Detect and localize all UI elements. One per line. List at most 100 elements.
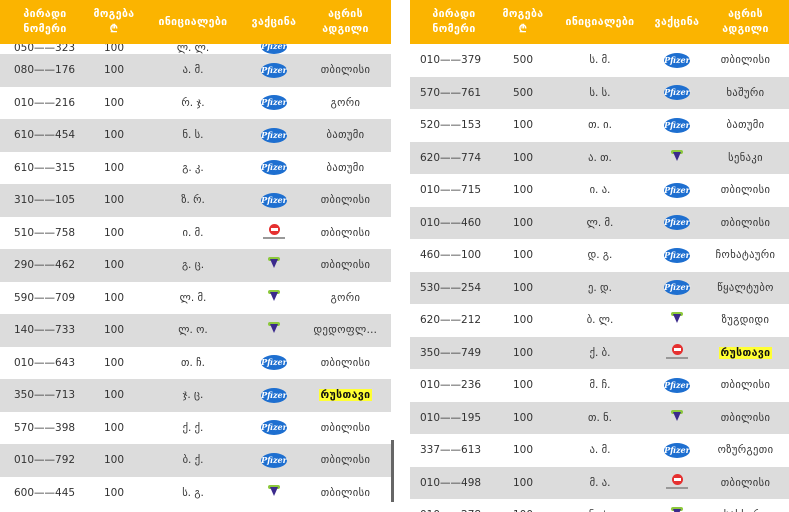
- left-table: პირადი ნომერი მოგება ₾ ინიციალები ვაქცინ…: [0, 0, 391, 502]
- personal-number-cell: 010——643: [14, 356, 76, 369]
- astrazeneca-logo-icon: [264, 255, 284, 275]
- table-row: 010——379 500 ს. მ. Pfizer თბილისი: [410, 44, 789, 77]
- pfizer-logo-icon: Pfizer: [261, 387, 287, 403]
- personal-number-cell: 350——749: [420, 346, 482, 359]
- personal-number-cell: 570——398: [14, 421, 76, 434]
- amount-cell: 100: [103, 259, 125, 272]
- initials-cell: რ. ჯ.: [181, 96, 205, 109]
- city-label: სენაკი: [728, 151, 763, 164]
- astrazeneca-logo-icon: [667, 505, 687, 512]
- personal-number-cell: 620——774: [420, 151, 482, 164]
- city-cell: ბათუმი: [300, 162, 391, 174]
- city-cell: ოზურგეთი: [702, 444, 789, 456]
- header-initials: ინიციალები: [565, 15, 635, 28]
- city-cell: თბილისი: [300, 357, 391, 369]
- vaccine-cell: Pfizer: [652, 280, 702, 296]
- personal-number-cell: 337——613: [420, 444, 482, 457]
- vaccine-cell: [248, 255, 300, 275]
- amount-cell: 100: [498, 509, 548, 512]
- sinopharm-logo-icon: [261, 223, 287, 243]
- sinopharm-logo-icon: [664, 473, 690, 493]
- personal-number-cell: 050——323: [14, 44, 76, 54]
- table-row: 010——792 100 ბ. ქ. Pfizer თბილისი: [0, 444, 391, 477]
- city-cell: თბილისი: [300, 227, 391, 239]
- initials-cell: ა. თ.: [588, 151, 612, 164]
- city-cell: ბათუმი: [702, 119, 789, 131]
- city-label: ზუგდიდი: [721, 314, 770, 327]
- table-row: 510——758 100 ი. მ. თბილისი: [0, 216, 391, 249]
- vaccine-cell: [652, 505, 702, 512]
- city-cell: გორი: [300, 292, 391, 304]
- city-label: ოზურგეთი: [717, 444, 774, 457]
- vaccine-cell: [248, 483, 300, 502]
- table-row: 350——749 100 ქ. ბ. რუსთავი: [410, 336, 789, 369]
- scrollbar[interactable]: [391, 440, 394, 502]
- city-label: გორი: [330, 96, 361, 109]
- city-label: თბილისი: [320, 454, 371, 467]
- personal-number-cell: 460——100: [420, 249, 482, 262]
- initials-cell: მ. ჩ.: [589, 379, 611, 392]
- amount-cell: 100: [512, 249, 534, 262]
- astrazeneca-logo-icon: [667, 148, 687, 168]
- city-label: გორი: [330, 291, 361, 304]
- vaccine-cell: Pfizer: [652, 215, 702, 231]
- amount-cell: 100: [512, 281, 534, 294]
- table-row: 290——462 100 გ. ც. თბილისი: [0, 249, 391, 282]
- astrazeneca-logo-icon: [264, 483, 284, 502]
- initials-cell: ლ. ლ.: [176, 44, 210, 54]
- astrazeneca-logo-icon: [264, 288, 284, 308]
- city-label: თბილისი: [320, 356, 371, 369]
- table-row: 080——176 100 ა. მ. Pfizer თბილისი: [0, 54, 391, 87]
- astrazeneca-logo-icon: [667, 408, 687, 428]
- personal-number-cell: 010——460: [420, 216, 482, 229]
- amount-cell: 100: [512, 476, 534, 489]
- pfizer-logo-icon: Pfizer: [664, 442, 690, 458]
- amount-cell: 100: [512, 216, 534, 229]
- amount-cell: 100: [103, 226, 125, 239]
- vaccine-cell: Pfizer: [652, 117, 702, 133]
- header-city: აცრის ადგილი: [322, 8, 369, 35]
- city-label: თბილისი: [320, 259, 371, 272]
- personal-number-cell: 010——792: [14, 454, 76, 467]
- city-label: ბათუმი: [326, 129, 365, 142]
- pfizer-logo-icon: Pfizer: [261, 420, 287, 436]
- vaccine-cell: [652, 408, 702, 428]
- initials-cell: ნ. ტ.: [548, 509, 652, 512]
- vaccine-cell: Pfizer: [652, 182, 702, 198]
- city-cell: თბილისი: [300, 259, 391, 271]
- pfizer-logo-icon: Pfizer: [664, 117, 690, 133]
- sinopharm-logo-icon: [664, 343, 690, 363]
- header-amount: მოგება ₾: [93, 8, 135, 35]
- personal-number-cell: 600——445: [14, 486, 76, 499]
- highlighted-city-label: რუსთავი: [718, 346, 773, 359]
- pfizer-logo-icon: Pfizer: [261, 95, 287, 111]
- initials-cell: ჯ. ც.: [182, 389, 204, 402]
- astrazeneca-logo-icon: [264, 320, 284, 340]
- city-cell: თბილისი: [702, 379, 789, 391]
- city-cell: თბილისი: [702, 477, 789, 489]
- initials-cell: ბ. ქ.: [182, 454, 204, 467]
- table-row: 010——498 100 მ. ა. თბილისი: [410, 466, 789, 499]
- city-label: თბილისი: [720, 476, 771, 489]
- header-amount: მოგება ₾: [502, 8, 544, 35]
- city-label: ბათუმი: [326, 161, 365, 174]
- city-label: თბილისი: [720, 216, 771, 229]
- initials-cell: ს. მ.: [589, 54, 611, 67]
- pfizer-logo-icon: Pfizer: [261, 452, 287, 468]
- city-cell: თბილისი: [300, 422, 391, 434]
- table-row: 460——100 100 დ. გ. Pfizer ჩოხატაური: [410, 239, 789, 272]
- pfizer-logo-icon: Pfizer: [664, 377, 690, 393]
- vaccine-cell: [652, 310, 702, 330]
- city-cell: თბილისი: [300, 487, 391, 499]
- vaccine-cell: Pfizer: [248, 355, 300, 371]
- table-row: 010——236 100 მ. ჩ. Pfizer თბილისი: [410, 369, 789, 402]
- table-row: 010——195 100 თ. ნ. თბილისი: [410, 401, 789, 434]
- city-cell: თბილისი: [702, 412, 789, 424]
- personal-number-cell: 620——212: [420, 314, 482, 327]
- vaccine-cell: Pfizer: [248, 160, 300, 176]
- pfizer-logo-icon: Pfizer: [664, 85, 690, 101]
- amount-cell: 100: [512, 444, 534, 457]
- header-vaccine: ვაქცინა: [654, 15, 700, 28]
- amount-cell: 100: [103, 356, 125, 369]
- city-cell: ზუგდიდი: [702, 314, 789, 326]
